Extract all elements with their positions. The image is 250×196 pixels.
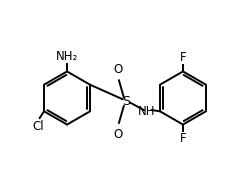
Text: Cl: Cl	[33, 120, 44, 133]
Text: NH: NH	[138, 105, 156, 118]
Text: NH₂: NH₂	[56, 50, 78, 63]
Text: O: O	[113, 128, 122, 141]
Text: S: S	[122, 95, 130, 108]
Text: F: F	[180, 132, 186, 145]
Text: F: F	[180, 51, 186, 64]
Text: O: O	[113, 63, 122, 75]
